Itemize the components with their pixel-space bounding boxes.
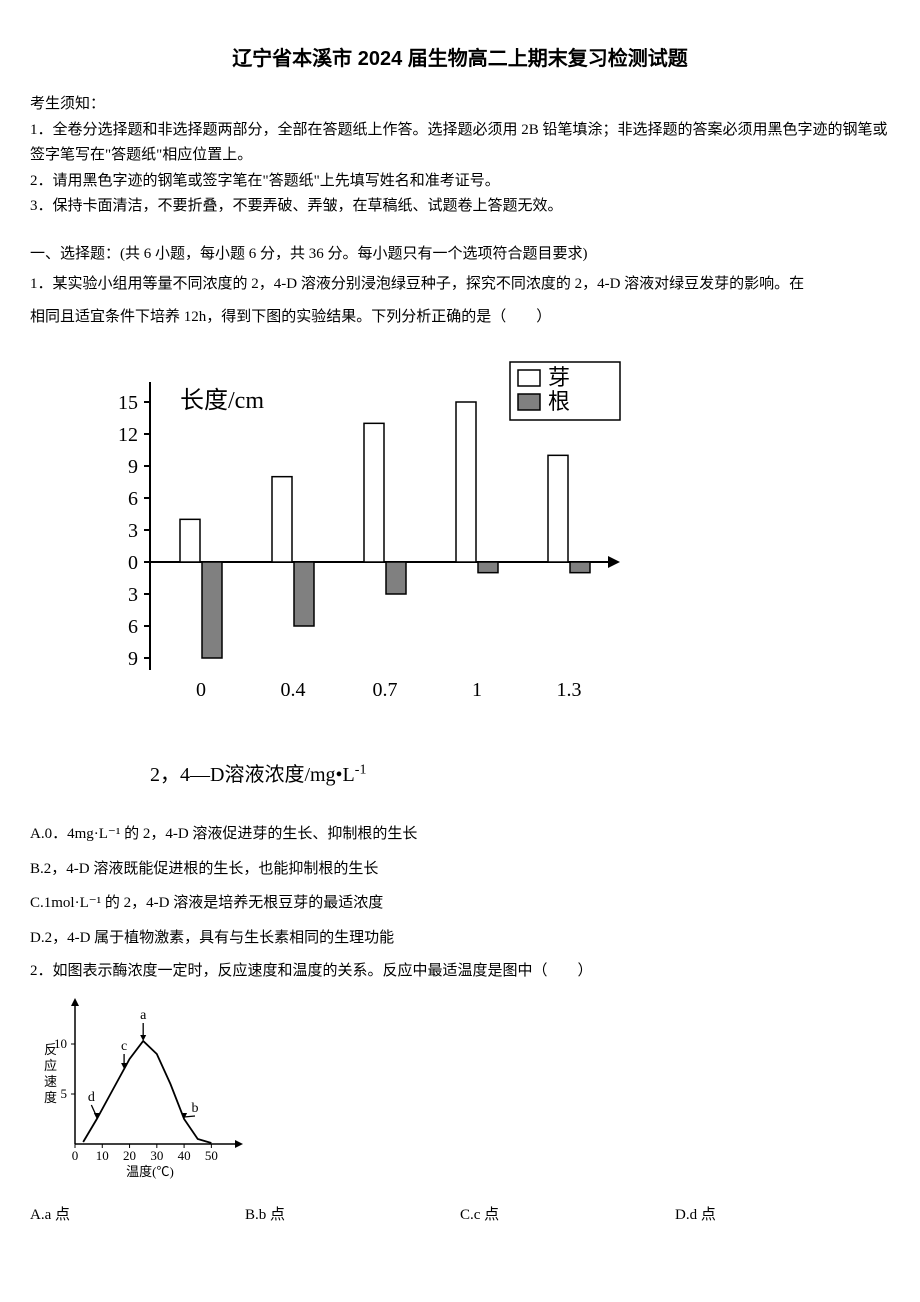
- q2-chart: 01020304050510反应速度温度(℃)abcd: [30, 994, 890, 1197]
- instruction-line: 3．保持卡面清洁，不要折叠，不要弄破、弄皱，在草稿纸、试题卷上答题无效。: [30, 194, 890, 220]
- svg-text:6: 6: [128, 488, 138, 510]
- svg-text:3: 3: [128, 520, 138, 542]
- svg-text:d: d: [88, 1090, 95, 1105]
- q2-option-c: C.c 点: [460, 1199, 675, 1232]
- q2-options: A.a 点 B.b 点 C.c 点 D.d 点: [30, 1199, 890, 1232]
- instructions-block: 考生须知： 1．全卷分选择题和非选择题两部分，全部在答题纸上作答。选择题必须用 …: [30, 92, 890, 220]
- svg-text:15: 15: [118, 392, 138, 414]
- svg-text:20: 20: [123, 1148, 136, 1163]
- svg-text:a: a: [140, 1008, 147, 1023]
- svg-text:0: 0: [72, 1148, 79, 1163]
- question-2: 2．如图表示酶浓度一定时，反应速度和温度的关系。反应中最适温度是图中（ ） 0 1…: [30, 955, 890, 1232]
- q1-option-b: B.2，4-D 溶液既能促进根的生长，也能抑制根的生长: [30, 852, 890, 887]
- svg-text:b: b: [192, 1101, 199, 1116]
- q1-stem-b: 相同且适宜条件下培养 12h，得到下图的实验结果。下列分析正确的是（ ）: [30, 301, 890, 334]
- svg-text:长度/cm: 长度/cm: [180, 387, 264, 414]
- svg-text:1.3: 1.3: [557, 679, 582, 701]
- svg-text:反: 反: [44, 1042, 57, 1057]
- section-header: 一、选择题：(共 6 小题，每小题 6 分，共 36 分。每小题只有一个选项符合…: [30, 240, 890, 269]
- q1-option-d: D.2，4-D 属于植物激素，具有与生长素相同的生理功能: [30, 921, 890, 956]
- q2-option-d: D.d 点: [675, 1199, 890, 1232]
- q1-option-a: A.0．4mg·L⁻¹ 的 2，4-D 溶液促进芽的生长、抑制根的生长: [30, 817, 890, 852]
- svg-text:0.4: 0.4: [281, 679, 306, 701]
- svg-text:30: 30: [150, 1148, 163, 1163]
- svg-text:根: 根: [548, 389, 570, 414]
- q1-bar-chart: 03691215369长度/cm00.40.711.31.6芽根: [70, 352, 630, 732]
- svg-text:5: 5: [61, 1086, 68, 1101]
- svg-text:12: 12: [118, 424, 138, 446]
- svg-text:温度(℃): 温度(℃): [126, 1164, 174, 1179]
- q2-option-b: B.b 点: [245, 1199, 460, 1232]
- q1-stem-a: 1．某实验小组用等量不同浓度的 2，4-D 溶液分别浸泡绿豆种子，探究不同浓度的…: [30, 268, 890, 301]
- svg-text:50: 50: [205, 1148, 218, 1163]
- svg-text:芽: 芽: [548, 365, 570, 390]
- svg-text:10: 10: [96, 1148, 109, 1163]
- q2-line-chart: 01020304050510反应速度温度(℃)abcd: [30, 994, 250, 1184]
- svg-text:速: 速: [44, 1074, 57, 1089]
- svg-text:1: 1: [472, 679, 482, 701]
- q1-chart-xlabel: 2，4—D溶液浓度/mg•L-1: [150, 753, 890, 797]
- svg-text:40: 40: [178, 1148, 191, 1163]
- svg-text:应: 应: [44, 1058, 57, 1073]
- svg-text:6: 6: [128, 616, 138, 638]
- svg-text:9: 9: [128, 456, 138, 478]
- q1-option-c: C.1mol·L⁻¹ 的 2，4-D 溶液是培养无根豆芽的最适浓度: [30, 886, 890, 921]
- instructions-header: 考生须知：: [30, 92, 890, 118]
- q2-option-a: A.a 点: [30, 1199, 245, 1232]
- q2-stem: 2．如图表示酶浓度一定时，反应速度和温度的关系。反应中最适温度是图中（ ）: [30, 955, 890, 988]
- svg-text:9: 9: [128, 648, 138, 670]
- svg-text:0: 0: [128, 552, 138, 574]
- svg-text:3: 3: [128, 584, 138, 606]
- svg-text:0: 0: [196, 679, 206, 701]
- q1-options: A.0．4mg·L⁻¹ 的 2，4-D 溶液促进芽的生长、抑制根的生长 B.2，…: [30, 817, 890, 955]
- svg-text:c: c: [121, 1039, 127, 1054]
- svg-text:0.7: 0.7: [373, 679, 398, 701]
- instruction-line: 1．全卷分选择题和非选择题两部分，全部在答题纸上作答。选择题必须用 2B 铅笔填…: [30, 118, 890, 169]
- q1-chart: 03691215369长度/cm00.40.711.31.6芽根: [70, 352, 890, 745]
- instruction-line: 2．请用黑色字迹的钢笔或签字笔在"答题纸"上先填写姓名和准考证号。: [30, 169, 890, 195]
- svg-text:度: 度: [44, 1090, 57, 1105]
- exam-title: 辽宁省本溪市 2024 届生物高二上期末复习检测试题: [30, 40, 890, 78]
- question-1: 1．某实验小组用等量不同浓度的 2，4-D 溶液分别浸泡绿豆种子，探究不同浓度的…: [30, 268, 890, 955]
